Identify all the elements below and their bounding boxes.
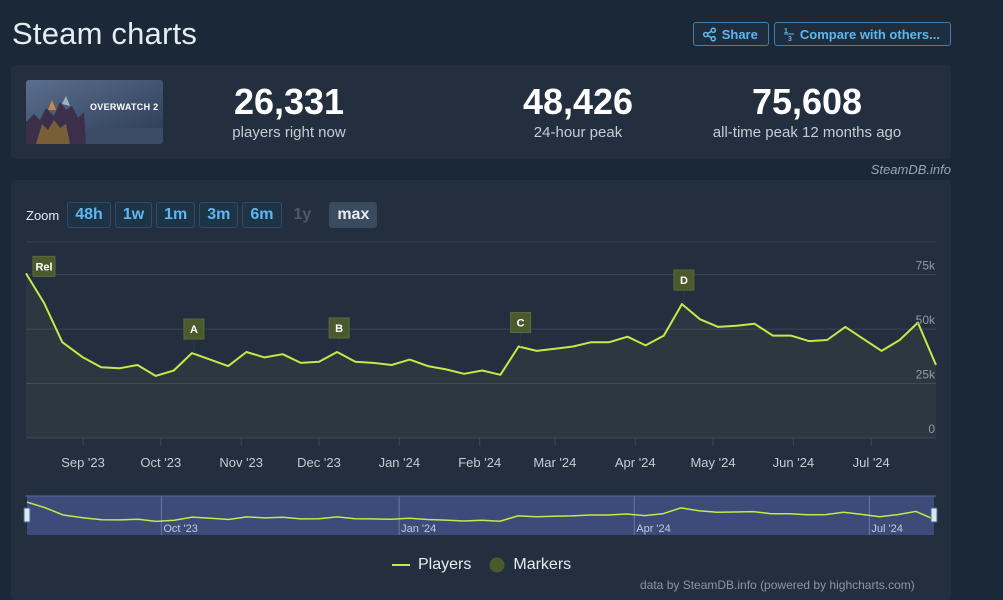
- stat-value: 48,426: [522, 81, 634, 122]
- legend-players[interactable]: Players: [392, 556, 471, 574]
- zoom-controls: Zoom 48h 1w 1m 3m 6m 1y max: [26, 202, 378, 228]
- legend-players-swatch: [392, 564, 410, 566]
- chart-footer-credit[interactable]: data by SteamDB.info (powered by highcha…: [640, 578, 915, 592]
- zoom-1y-button: 1y: [293, 206, 312, 223]
- compare-label: Compare with others...: [799, 26, 940, 42]
- page-title: Steam charts: [12, 16, 198, 51]
- stat-value: 75,608: [751, 81, 863, 122]
- stat-value: 26,331: [233, 81, 345, 122]
- chart-panel: Zoom 48h 1w 1m 3m 6m 1y max: [11, 180, 951, 600]
- chart-legend: Players Markers: [392, 556, 571, 574]
- zoom-max-button[interactable]: max: [329, 202, 378, 228]
- steamdb-credit[interactable]: SteamDB.info: [870, 162, 951, 177]
- share-label: Share: [721, 26, 758, 42]
- stat-current-players: 26,331 players right now: [189, 81, 389, 142]
- stat-label: players right now: [232, 124, 346, 141]
- zoom-1m-button[interactable]: 1m: [156, 202, 196, 228]
- stat-all-time-peak: 75,608 all-time peak 12 months ago: [697, 81, 917, 142]
- game-thumbnail[interactable]: OVERWATCH 2: [26, 80, 163, 144]
- thumbnail-title: OVERWATCH 2: [90, 102, 159, 112]
- zoom-3m-button[interactable]: 3m: [199, 202, 239, 228]
- stat-label: 24-hour peak: [533, 124, 623, 141]
- svg-text:3: 3: [788, 36, 792, 42]
- zoom-6m-button[interactable]: 6m: [242, 202, 282, 228]
- stat-label: all-time peak 12 months ago: [712, 124, 902, 141]
- legend-markers[interactable]: Markers: [489, 556, 571, 574]
- zoom-48h-button[interactable]: 48h: [67, 202, 111, 228]
- zoom-1w-button[interactable]: 1w: [114, 202, 153, 228]
- stat-24h-peak: 48,426 24-hour peak: [463, 81, 693, 142]
- share-button[interactable]: Share: [692, 22, 769, 46]
- stats-panel: OVERWATCH 2 26,331 players right now 48,…: [11, 65, 951, 159]
- legend-markers-swatch: [489, 557, 505, 573]
- legend-players-label: Players: [418, 556, 472, 573]
- legend-markers-label: Markers: [513, 556, 572, 573]
- share-icon: [702, 26, 717, 42]
- zoom-label: Zoom: [26, 207, 60, 223]
- svg-text:1: 1: [784, 28, 788, 35]
